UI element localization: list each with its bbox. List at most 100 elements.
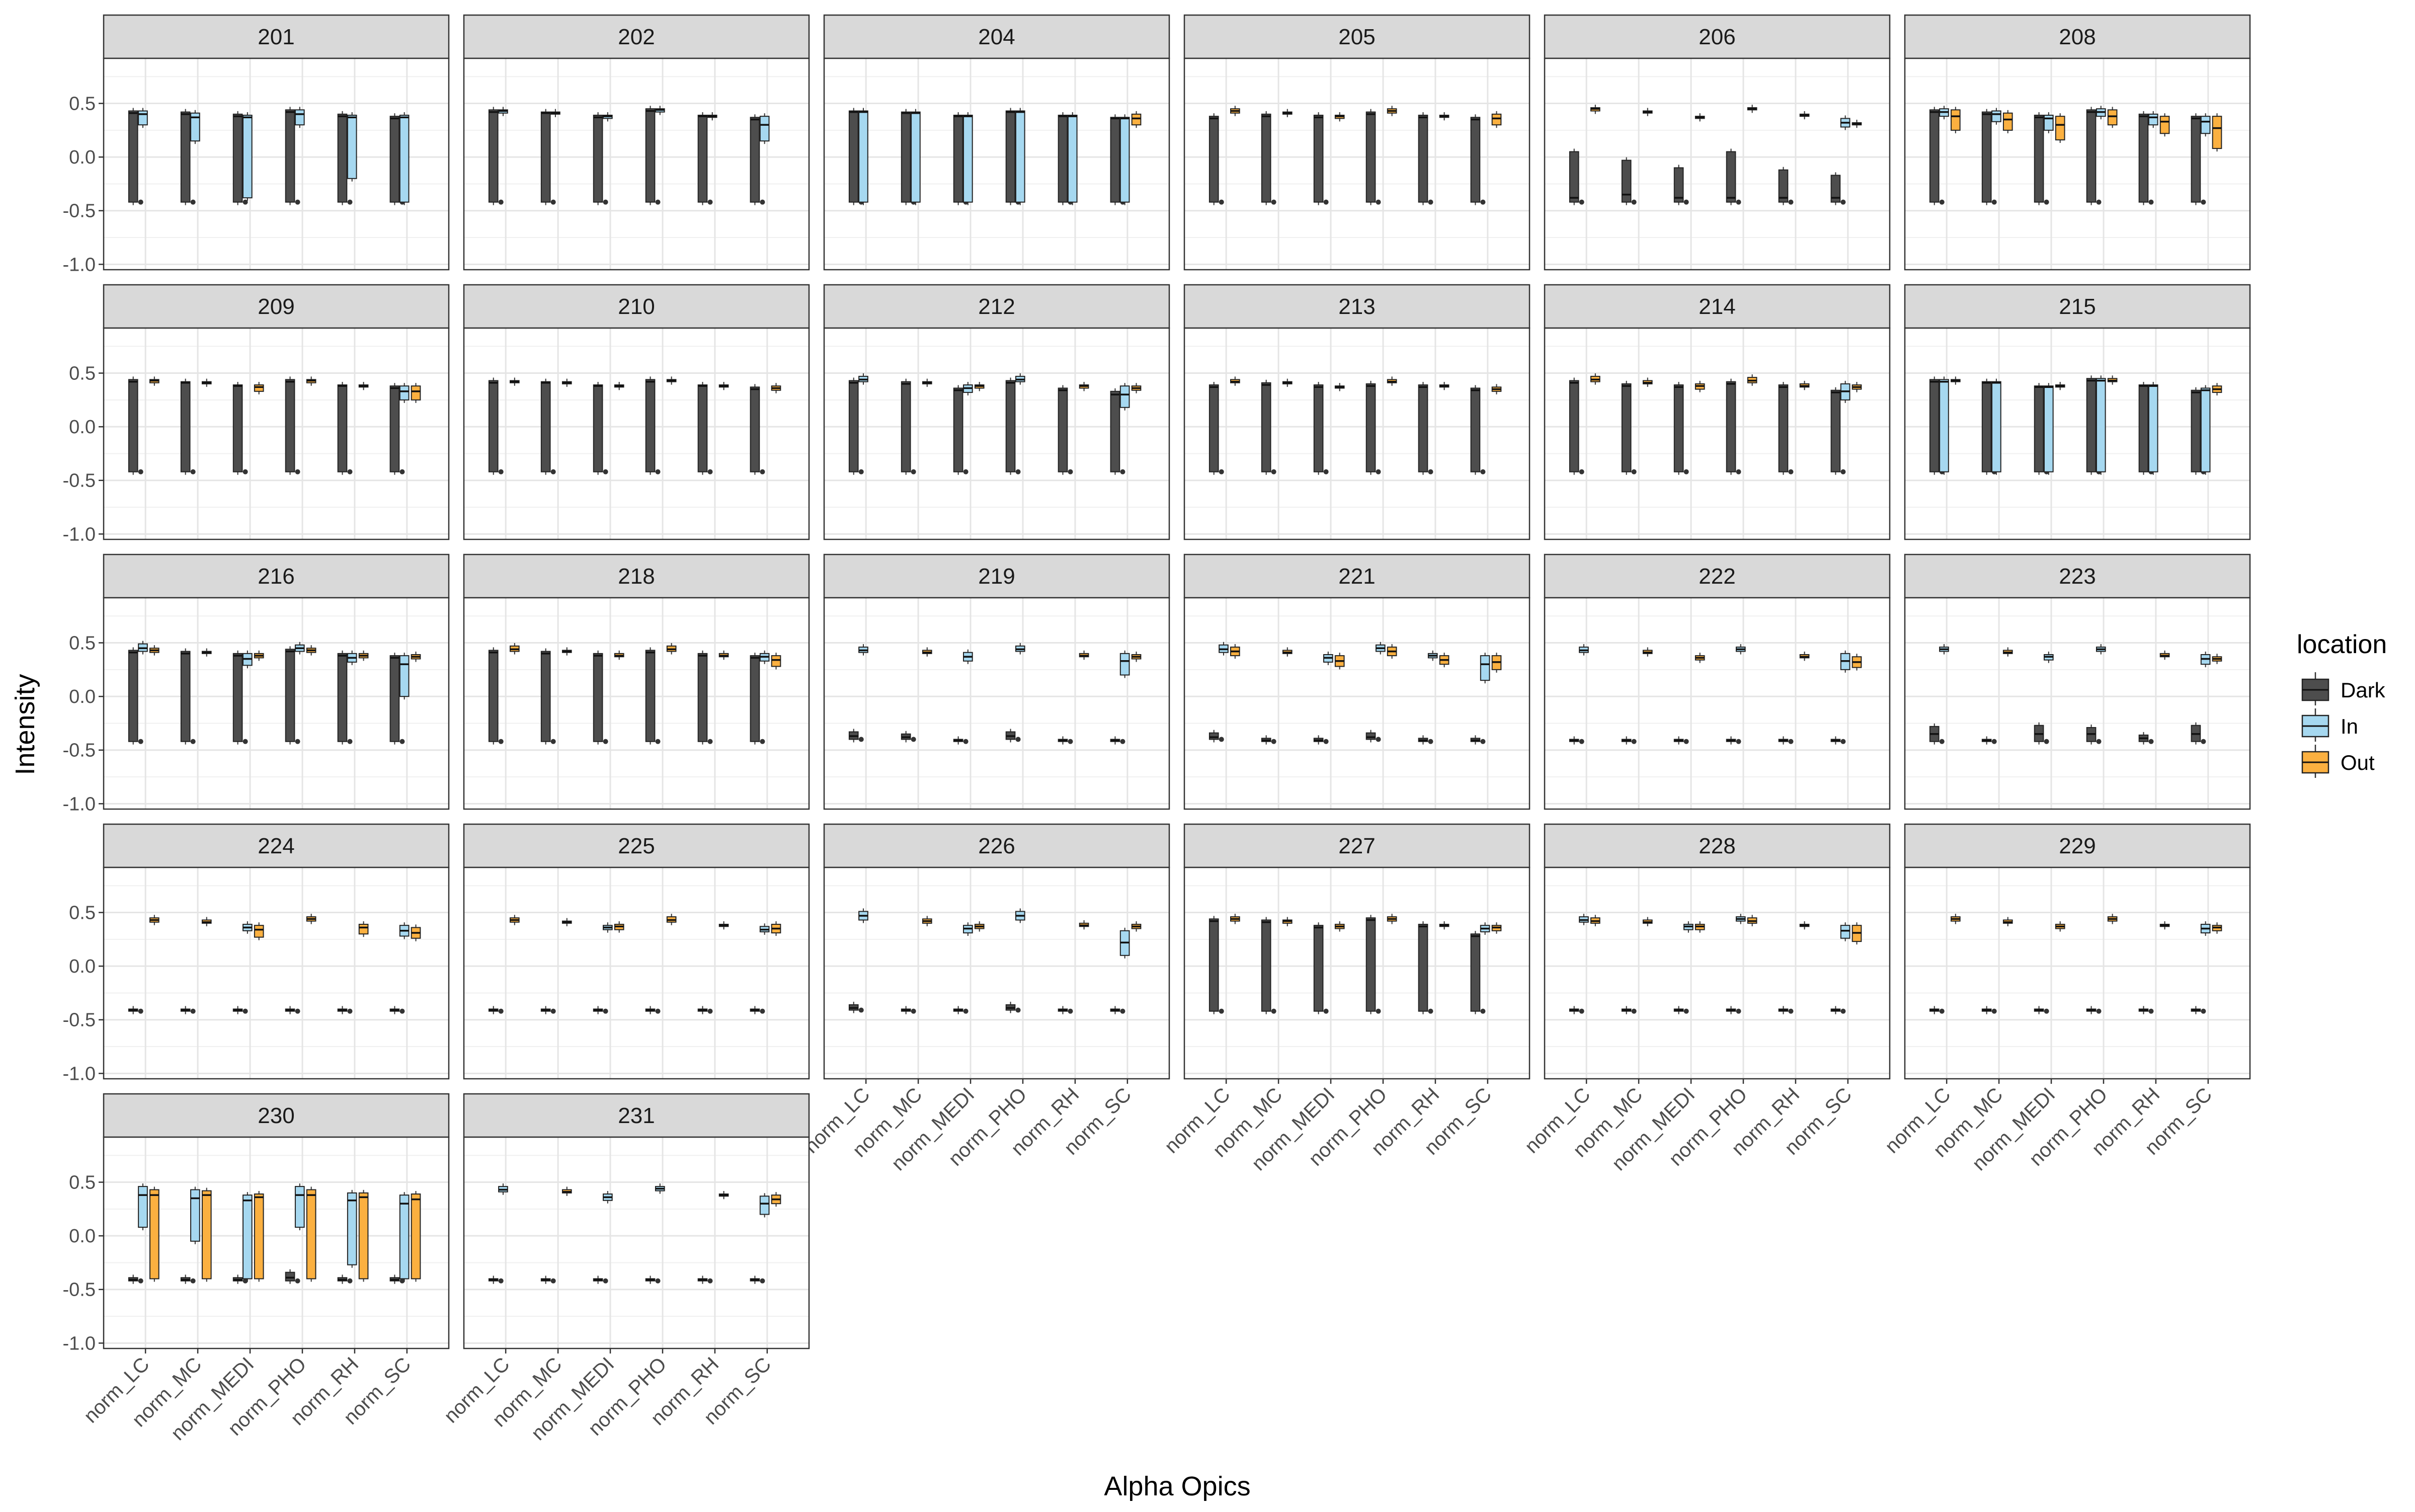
facet-strip-label: 227	[1338, 834, 1375, 858]
box-in	[347, 1189, 357, 1268]
box-in	[2200, 651, 2211, 668]
box-dark	[1110, 388, 1125, 475]
y-axis-title: Intensity	[10, 674, 40, 775]
box-dark	[1830, 172, 1846, 205]
box-body	[242, 1195, 253, 1280]
outlier-point	[760, 469, 765, 474]
box-in	[1323, 651, 1333, 665]
box-body	[242, 114, 253, 199]
box-out	[1747, 105, 1757, 113]
box-out	[718, 381, 729, 390]
box-dark	[1470, 385, 1486, 475]
box-out	[411, 924, 421, 941]
facet-panel: 224 -1.0 -0.5 0.0 0.5	[63, 823, 450, 1084]
box-out	[1852, 119, 1862, 128]
outlier-point	[295, 199, 300, 205]
box-in	[759, 1193, 770, 1218]
facet-strip-label: 202	[618, 25, 655, 49]
box-dark	[593, 1276, 608, 1284]
box-out	[1799, 111, 1810, 120]
outlier-point	[2044, 1008, 2049, 1014]
box-dark	[1778, 1006, 1794, 1014]
box-in	[2043, 651, 2054, 663]
outlier-point	[347, 1008, 353, 1014]
panel-background	[1184, 598, 1530, 809]
box-body	[1067, 114, 1078, 203]
box-body	[128, 379, 138, 472]
outlier-point	[1991, 199, 1997, 205]
outlier-point	[1120, 1008, 1125, 1014]
box-in	[1840, 115, 1850, 130]
box-body	[2138, 113, 2149, 203]
box-dark	[1830, 387, 1846, 475]
box-body	[2034, 385, 2044, 472]
box-dark	[1058, 736, 1073, 745]
box-dark	[750, 653, 765, 745]
legend-title: location	[2297, 630, 2387, 659]
outlier-point	[1271, 199, 1276, 205]
box-dark	[1470, 931, 1486, 1014]
box-dark	[540, 378, 556, 475]
box-body	[1110, 390, 1120, 472]
panel-border	[103, 327, 450, 540]
box-dark	[2034, 112, 2049, 205]
outlier-point	[707, 1008, 713, 1014]
box-body	[2002, 112, 2013, 131]
box-body	[180, 651, 191, 742]
box-out	[974, 921, 985, 932]
outlier-point	[347, 469, 353, 474]
box-dark	[901, 378, 916, 475]
box-out	[1079, 650, 1089, 660]
box-dark	[1418, 735, 1433, 745]
box-dark	[488, 107, 504, 205]
box-dark	[2034, 722, 2049, 745]
box-body	[389, 655, 400, 742]
box-body	[2096, 378, 2106, 472]
box-dark	[750, 1276, 765, 1284]
box-body	[1981, 111, 1992, 203]
facet-strip	[823, 553, 1170, 599]
box-in	[1991, 108, 2001, 125]
box-out	[1590, 915, 1600, 926]
outlier-point	[1271, 739, 1276, 744]
panel-border	[463, 1136, 810, 1349]
facet-strip-label: 213	[1338, 294, 1375, 319]
outlier-point	[498, 199, 504, 205]
outlier-point	[2096, 1008, 2102, 1014]
box-dark	[901, 1006, 916, 1014]
box-dark	[2191, 113, 2206, 205]
facet-strip-label: 222	[1699, 564, 1735, 589]
box-body	[1365, 111, 1376, 203]
facet-panel: 213	[1183, 284, 1531, 540]
box-out	[1230, 106, 1240, 116]
box-body	[1840, 925, 1850, 939]
outlier-point	[295, 1278, 300, 1284]
box-out	[1491, 922, 1502, 934]
box-out	[1387, 644, 1397, 659]
box-dark	[1621, 157, 1637, 205]
box-in	[2096, 106, 2106, 120]
box-dark	[1261, 379, 1276, 475]
box-dark	[593, 650, 608, 745]
box-out	[254, 381, 264, 394]
box-out	[1334, 653, 1345, 670]
box-dark	[697, 1006, 713, 1014]
facet-panel: 206	[1544, 14, 1891, 271]
box-dark	[128, 108, 143, 205]
outlier-point	[2096, 739, 2102, 744]
box-in	[1735, 914, 1746, 924]
box-out	[1590, 373, 1600, 385]
box-body	[138, 110, 148, 126]
outlier-point	[243, 1008, 248, 1014]
facet-panel: 225	[463, 823, 810, 1080]
box-dark	[128, 1006, 143, 1014]
outlier-point	[760, 199, 765, 205]
box-body	[2200, 116, 2211, 134]
box-out	[1079, 381, 1089, 391]
facet-strip-label: 229	[2059, 834, 2096, 858]
box-body	[128, 650, 138, 742]
box-in	[962, 649, 973, 664]
box-dark	[1981, 1006, 1997, 1014]
box-body	[285, 1271, 295, 1282]
outlier-point	[1480, 199, 1486, 205]
